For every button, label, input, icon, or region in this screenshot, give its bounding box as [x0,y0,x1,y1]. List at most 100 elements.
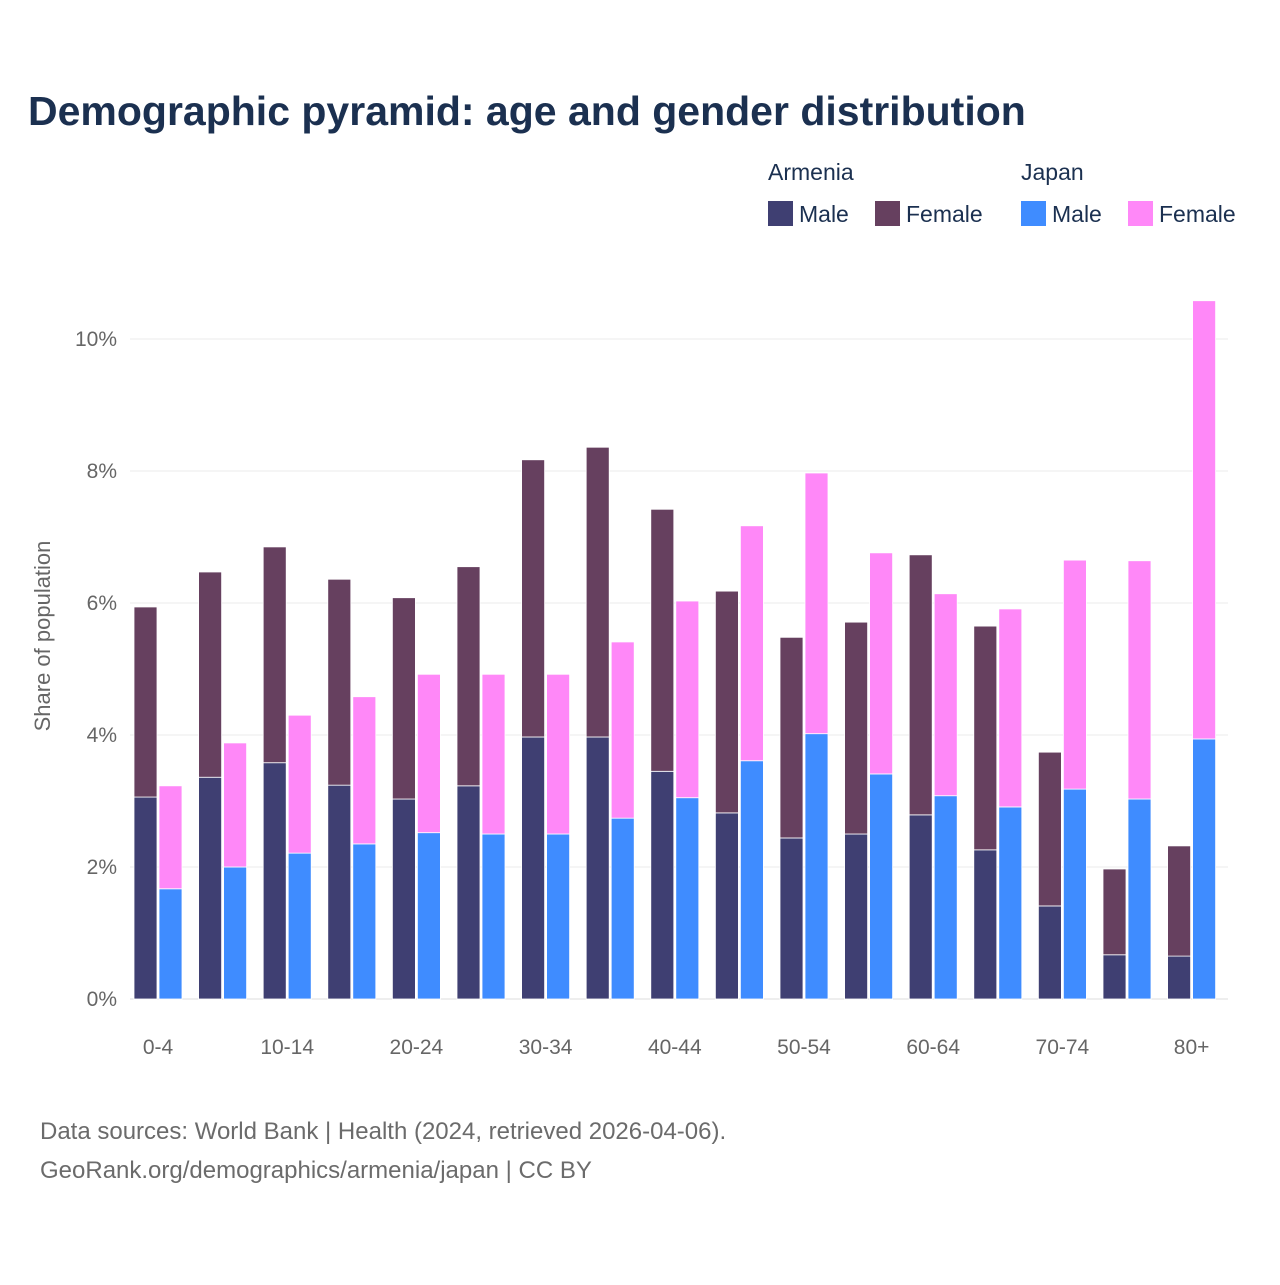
bar-japan-male [223,866,248,1000]
bar-armenia-female [456,566,481,787]
bar-japan-female [740,525,764,762]
bar-japan-female [481,673,506,835]
bar-armenia-female [973,625,998,851]
bar-armenia-female [1167,845,1191,957]
bar-armenia-male [521,736,545,1000]
bar-japan-male [869,773,893,1000]
bar-armenia-female [908,554,933,816]
x-tick-label: 20-24 [390,1036,444,1059]
x-tick-label: 60-64 [906,1036,960,1059]
bar-armenia-male [1038,905,1062,1000]
bar-japan-female [546,673,570,835]
bar-japan-male [933,795,958,1000]
bar-japan-male [804,733,829,1000]
bar-japan-male [740,760,764,1000]
legend: Armenia Male Female Japan Male Female [768,159,1236,227]
y-tick-label: 6% [87,592,117,615]
x-tick-label: 50-54 [777,1036,831,1059]
bar-armenia-male [844,833,868,1000]
bar-japan-female [1063,559,1087,790]
bar-japan-female [610,641,635,819]
bar-japan-female [416,673,441,834]
bar-armenia-male [391,798,416,1000]
bar-armenia-male [973,849,998,1000]
bar-armenia-female [715,590,739,814]
bar-armenia-male [456,785,481,1000]
bar-japan-male [675,797,700,1000]
bar-japan-female [998,608,1023,808]
legend-label: Male [1052,201,1102,227]
legend-swatch [1021,201,1046,226]
bar-japan-male [1192,738,1216,1000]
bar-armenia-male [1167,955,1191,1000]
y-tick-label: 4% [87,724,117,747]
bar-armenia-female [133,606,158,798]
bars [133,300,1216,1000]
bar-armenia-female [262,546,287,764]
bar-armenia-female [198,571,223,778]
x-tick-label: 80+ [1174,1036,1210,1059]
bar-japan-female [352,696,377,845]
x-tick-label: 10-14 [260,1036,314,1059]
bar-armenia-male [585,736,610,1000]
bar-japan-female [804,472,829,735]
bar-japan-female [223,742,248,868]
bar-armenia-female [585,446,610,738]
bar-japan-male [352,843,377,1000]
bar-japan-female [869,552,893,775]
bar-japan-male [158,888,183,1000]
y-tick-label: 0% [87,988,117,1011]
bar-armenia-female [521,459,545,738]
bar-armenia-female [844,621,868,835]
x-tick-label: 0-4 [143,1036,174,1059]
y-axis-label: Share of population [30,541,55,732]
bar-japan-male [287,852,312,1000]
bar-japan-male [1127,798,1152,1000]
bar-armenia-male [715,812,739,1000]
bar-japan-female [1192,300,1216,740]
x-axis-ticks: 0-4 10-14 20-24 30-34 40-44 50-54 60-64 70-74 80… [143,1036,1210,1059]
bar-armenia-male [198,776,223,1000]
legend-swatch [1128,201,1153,226]
bar-armenia-female [1038,751,1062,907]
bar-japan-female [1127,560,1152,800]
bar-japan-male [416,832,441,1000]
legend-group-title: Japan [1021,159,1084,185]
y-tick-label: 2% [87,856,117,879]
x-tick-label: 30-34 [519,1036,573,1059]
bar-armenia-male [779,837,804,1000]
y-tick-label: 10% [75,328,117,351]
bar-japan-female [933,593,958,797]
legend-label: Male [799,201,849,227]
footer-source: Data sources: World Bank | Health (2024,… [40,1118,726,1145]
bar-armenia-female [650,508,675,772]
bar-armenia-female [779,636,804,839]
legend-label: Female [906,201,983,227]
bar-japan-male [998,806,1023,1000]
legend-swatch [875,201,900,226]
bar-armenia-female [391,597,416,800]
bar-japan-female [675,600,700,799]
bar-armenia-female [1102,868,1127,956]
legend-swatch [768,201,793,226]
bar-armenia-male [327,784,352,1000]
bar-armenia-male [262,762,287,1000]
bar-armenia-male [133,796,158,1000]
x-tick-label: 70-74 [1036,1036,1090,1059]
legend-label: Female [1159,201,1236,227]
legend-group-title: Armenia [768,159,854,185]
y-tick-label: 8% [87,460,117,483]
chart-title: Demographic pyramid: age and gender dist… [28,88,1026,134]
footer-credit[interactable]: GeoRank.org/demographics/armenia/japan |… [40,1157,592,1184]
bar-japan-male [610,817,635,1000]
bar-japan-male [1063,788,1087,1000]
bar-armenia-male [908,814,933,1000]
bar-japan-male [546,833,570,1000]
bar-japan-male [481,833,506,1000]
bar-japan-female [158,785,183,890]
bar-armenia-male [650,770,675,1000]
bar-armenia-male [1102,954,1127,1000]
bar-armenia-female [327,578,352,786]
